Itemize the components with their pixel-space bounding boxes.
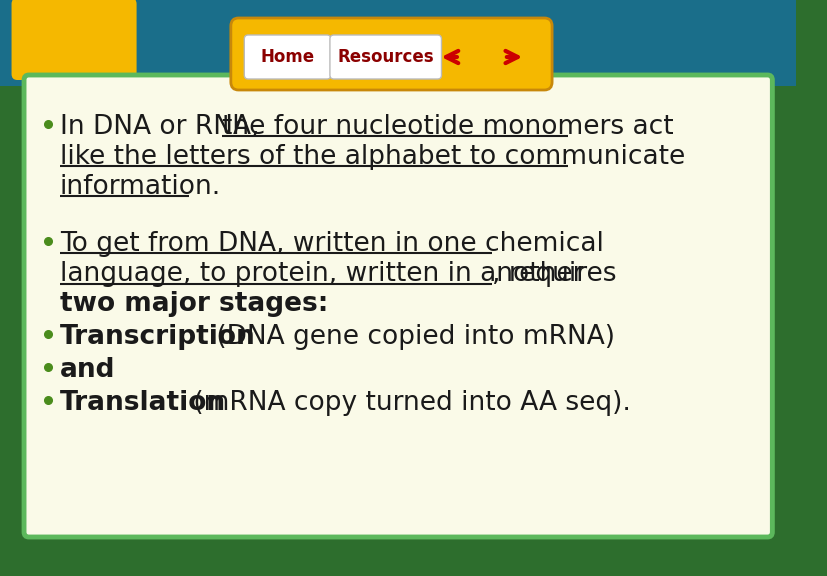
Text: In DNA or RNA,: In DNA or RNA,	[60, 114, 267, 140]
Text: like the letters of the alphabet to communicate: like the letters of the alphabet to comm…	[60, 144, 684, 170]
FancyBboxPatch shape	[244, 35, 331, 79]
Text: To get from DNA, written in one chemical: To get from DNA, written in one chemical	[60, 231, 603, 257]
Text: two major stages:: two major stages:	[60, 291, 327, 317]
Text: (DNA gene copied into mRNA): (DNA gene copied into mRNA)	[208, 324, 614, 350]
Text: (mRNA copy turned into AA seq).: (mRNA copy turned into AA seq).	[185, 390, 630, 416]
Text: Transcription: Transcription	[60, 324, 255, 350]
Text: language, to protein, written in another: language, to protein, written in another	[60, 261, 582, 287]
Text: Resources: Resources	[337, 48, 433, 66]
FancyBboxPatch shape	[329, 35, 441, 79]
Text: Translation: Translation	[60, 390, 226, 416]
FancyBboxPatch shape	[24, 75, 772, 537]
Text: information.: information.	[60, 174, 221, 200]
Text: , requires: , requires	[492, 261, 616, 287]
Text: Home: Home	[261, 48, 314, 66]
Text: and: and	[60, 357, 115, 383]
Bar	[0, 0, 796, 86]
Text: the four nucleotide monomers act: the four nucleotide monomers act	[222, 114, 672, 140]
FancyBboxPatch shape	[231, 18, 552, 90]
FancyBboxPatch shape	[12, 0, 136, 80]
